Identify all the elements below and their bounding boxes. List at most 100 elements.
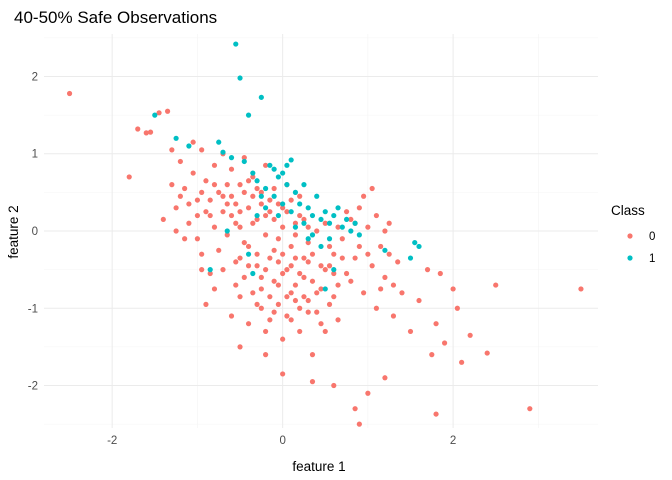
point-class-0 (378, 243, 384, 250)
point-class-0 (182, 236, 188, 242)
point-class-0 (250, 220, 256, 226)
point-class-0 (382, 274, 388, 280)
point-class-0 (207, 212, 213, 219)
point-class-0 (292, 255, 299, 261)
point-class-0 (318, 321, 324, 327)
point-class-0 (578, 286, 584, 292)
point-class-0 (199, 189, 205, 195)
point-class-1 (416, 243, 422, 250)
point-class-0 (424, 267, 431, 273)
legend-label-0: 0 (649, 231, 655, 243)
point-class-0 (275, 259, 281, 265)
major-gridlines (44, 34, 598, 428)
point-class-0 (386, 220, 392, 226)
point-class-0 (271, 247, 277, 253)
point-class-0 (373, 305, 379, 311)
point-class-0 (395, 259, 401, 265)
point-class-1 (305, 236, 311, 242)
point-class-0 (241, 239, 247, 246)
point-class-0 (263, 267, 269, 273)
point-class-1 (335, 205, 341, 211)
point-class-0 (331, 294, 337, 300)
point-class-0 (203, 209, 209, 215)
point-class-0 (254, 185, 260, 192)
legend-label-1: 1 (649, 253, 655, 265)
point-class-0 (241, 189, 247, 195)
point-class-0 (228, 212, 235, 219)
x-tick-label: 2 (450, 435, 456, 447)
point-class-0 (284, 267, 290, 273)
point-class-0 (126, 174, 132, 180)
point-class-0 (331, 382, 337, 389)
point-class-0 (339, 236, 345, 242)
point-class-0 (335, 282, 341, 288)
point-class-1 (245, 251, 252, 257)
point-class-0 (305, 309, 311, 315)
point-class-0 (343, 209, 350, 215)
point-class-0 (245, 178, 252, 184)
point-class-0 (331, 270, 337, 277)
point-class-0 (250, 290, 256, 296)
point-class-1 (314, 193, 320, 199)
point-class-0 (288, 290, 294, 296)
point-class-0 (258, 286, 264, 292)
point-class-1 (263, 205, 269, 211)
point-class-1 (331, 212, 337, 219)
point-class-0 (356, 205, 362, 211)
point-class-0 (318, 286, 324, 292)
point-class-0 (190, 139, 196, 145)
point-class-1 (331, 267, 337, 273)
point-class-0 (309, 379, 316, 385)
point-class-0 (382, 375, 388, 381)
point-class-0 (254, 216, 260, 223)
point-class-0 (258, 305, 264, 311)
point-class-0 (169, 182, 175, 188)
y-tick-labels: -2 -1 0 1 2 (28, 71, 38, 392)
point-class-0 (216, 247, 222, 253)
point-class-0 (147, 129, 154, 135)
point-class-0 (326, 263, 333, 269)
point-class-1 (207, 267, 213, 273)
point-class-0 (305, 259, 311, 265)
y-tick-label: 1 (32, 149, 38, 161)
point-class-0 (416, 297, 422, 304)
point-class-1 (322, 286, 328, 292)
point-class-0 (288, 243, 294, 250)
point-class-0 (441, 340, 448, 346)
point-class-1 (224, 228, 230, 234)
point-class-0 (224, 201, 230, 207)
point-class-0 (258, 274, 264, 280)
point-class-0 (280, 205, 286, 211)
point-class-1 (245, 112, 252, 118)
point-class-0 (318, 263, 324, 269)
point-class-0 (237, 209, 243, 215)
point-class-0 (326, 243, 333, 250)
x-axis-title: feature 1 (292, 459, 345, 474)
minor-gridlines (44, 34, 598, 428)
point-class-1 (233, 41, 239, 47)
point-class-0 (292, 220, 299, 226)
point-class-0 (237, 344, 243, 350)
point-class-0 (297, 212, 303, 219)
point-class-0 (280, 371, 286, 377)
point-class-0 (301, 294, 307, 300)
point-class-0 (233, 259, 239, 265)
point-class-1 (173, 135, 179, 141)
point-class-0 (288, 197, 294, 203)
point-class-1 (275, 174, 281, 180)
point-class-0 (292, 282, 299, 288)
point-class-0 (164, 108, 171, 114)
point-class-0 (454, 305, 460, 311)
point-class-0 (254, 263, 260, 269)
point-class-0 (343, 270, 350, 277)
point-class-1 (292, 224, 299, 230)
point-class-0 (305, 239, 311, 246)
legend-key-1 (627, 255, 633, 261)
point-class-0 (228, 166, 235, 172)
point-class-0 (356, 421, 362, 427)
point-class-0 (297, 270, 303, 277)
point-class-1 (301, 220, 307, 226)
point-class-0 (369, 185, 375, 192)
point-class-1 (220, 149, 226, 155)
point-class-1 (284, 162, 290, 168)
